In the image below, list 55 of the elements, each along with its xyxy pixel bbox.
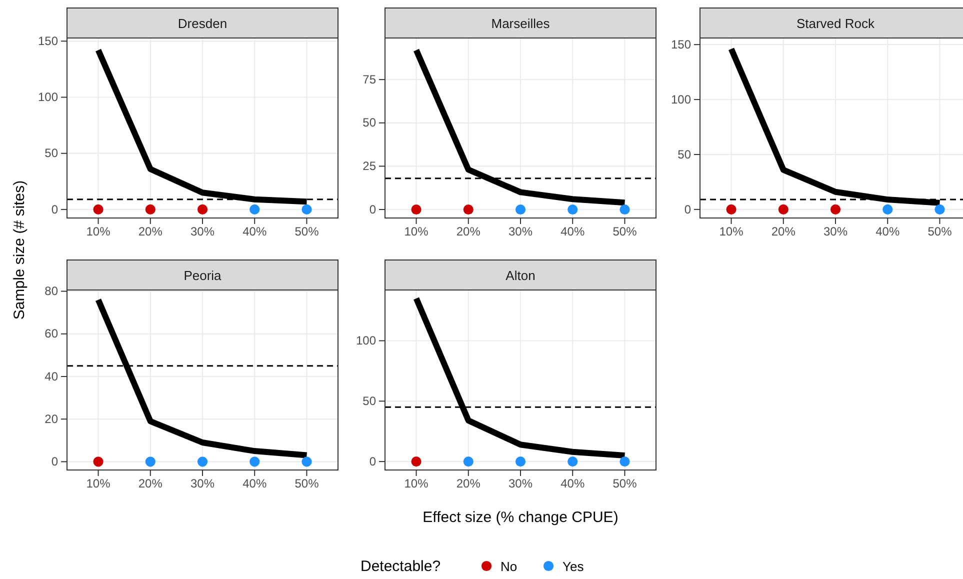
x-tick-label: 20% (456, 476, 481, 491)
x-tick-label: 10% (86, 224, 111, 239)
x-tick-label: 30% (508, 476, 533, 491)
x-axis-title: Effect size (% change CPUE) (422, 509, 618, 526)
chart-title: Marseilles (491, 16, 550, 31)
x-tick-label: 40% (560, 476, 585, 491)
y-tick-label: 25 (362, 159, 376, 174)
x-tick-label: 10% (719, 224, 744, 239)
x-tick-label: 50% (928, 224, 952, 239)
x-tick-label: 30% (823, 224, 848, 239)
x-tick-label: 50% (294, 224, 320, 239)
chart-title: Alton (506, 268, 536, 283)
y-tick-label: 75 (362, 72, 376, 86)
y-tick-label: 40 (44, 369, 58, 384)
y-tick-label: 150 (38, 34, 58, 48)
x-tick-label: 50% (294, 476, 320, 491)
x-tick-label: 40% (242, 476, 267, 491)
x-tick-label: 40% (242, 224, 267, 239)
x-tick-label: 20% (138, 224, 163, 239)
y-tick-label: 0 (684, 202, 692, 216)
y-tick-label: 100 (38, 90, 58, 104)
y-tick-label: 50 (362, 394, 376, 408)
legend-title: Detectable? (360, 558, 441, 575)
x-tick-label: 10% (86, 476, 111, 491)
x-tick-label: 30% (508, 224, 533, 239)
y-tick-label: 0 (369, 454, 376, 468)
legend-label: No (500, 559, 518, 574)
x-tick-label: 30% (190, 476, 215, 491)
chart-title: Dresden (178, 16, 228, 31)
x-tick-label: 40% (560, 224, 585, 239)
x-tick-label: 50% (612, 476, 638, 491)
y-tick-label: 0 (369, 202, 376, 216)
chart-title: Peoria (184, 268, 222, 283)
y-tick-label: 150 (670, 37, 692, 52)
x-tick-label: 50% (612, 224, 638, 239)
legend-label: Yes (562, 559, 584, 574)
x-tick-label: 10% (404, 476, 429, 491)
y-tick-label: 50 (678, 147, 692, 162)
y-tick-label: 100 (670, 92, 692, 106)
y-tick-label: 50 (362, 116, 376, 130)
y-tick-label: 60 (44, 326, 58, 341)
y-axis-title: Sample size (# sites) (11, 180, 28, 320)
y-tick-label: 80 (44, 284, 58, 298)
y-tick-label: 100 (356, 334, 376, 348)
chart-title: Starved Rock (796, 16, 876, 31)
x-tick-label: 30% (190, 224, 215, 239)
y-tick-label: 50 (44, 146, 58, 160)
x-tick-label: 20% (456, 224, 481, 239)
x-tick-label: 20% (771, 224, 796, 239)
x-tick-label: 40% (876, 224, 900, 239)
y-tick-label: 0 (51, 454, 58, 469)
x-tick-label: 10% (404, 224, 429, 239)
x-tick-label: 20% (138, 476, 163, 491)
y-tick-label: 20 (44, 412, 58, 426)
y-tick-label: 0 (51, 202, 58, 216)
